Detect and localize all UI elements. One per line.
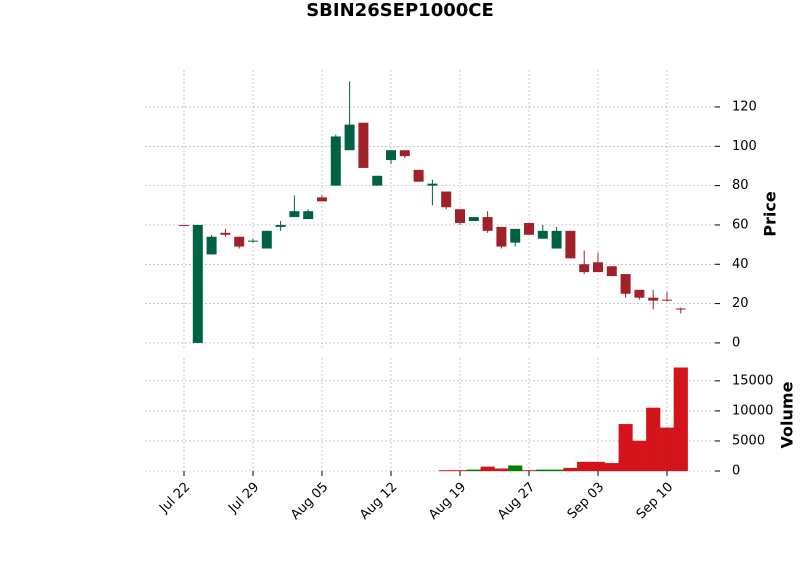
x-tick-label: Sep 10 (634, 480, 677, 523)
candle-body (648, 297, 659, 301)
candle-body (303, 211, 314, 220)
volume-bar (577, 461, 592, 472)
candle-body (579, 264, 590, 273)
y-axis-label: Price (761, 191, 780, 237)
volume-bar (480, 466, 495, 472)
candle-body (537, 230, 548, 239)
volume-bar (466, 469, 481, 472)
x-tick-label: Jul 22 (156, 480, 193, 517)
volume-bar (521, 470, 537, 472)
candle-body (220, 232, 231, 235)
volume-axis-label: Volume (778, 381, 797, 448)
volume-bar (659, 427, 675, 472)
chart-title: SBIN26SEP1000CE (306, 0, 494, 21)
candle-body (179, 224, 189, 226)
candle-body (455, 209, 465, 223)
volume-tick-label: 5000 (732, 433, 765, 448)
candle-body (317, 197, 327, 202)
x-tick-label: Aug 12 (357, 480, 400, 523)
volume-bar (452, 470, 468, 472)
candle-body (413, 169, 424, 182)
candle-body (524, 222, 534, 235)
y-tick-label: 60 (732, 217, 749, 232)
candle-body (565, 230, 576, 259)
volume-tick-label: 15000 (732, 373, 773, 388)
volume-bar (646, 407, 661, 472)
candle-body (510, 228, 521, 243)
y-tick-label: 100 (732, 139, 757, 154)
volume-tick-label: 0 (732, 464, 740, 479)
x-tick-label: Aug 19 (426, 480, 469, 523)
candle-body (662, 299, 672, 301)
candle-body (344, 124, 355, 151)
y-tick-label: 120 (732, 99, 757, 114)
y-tick-label: 80 (732, 178, 749, 193)
candle-body (675, 308, 686, 310)
y-tick-label: 0 (732, 335, 740, 350)
volume-bar (604, 463, 619, 472)
candle-body (289, 211, 300, 218)
candle-body (358, 122, 369, 168)
candle-body (206, 236, 217, 255)
y-tick-label: 40 (732, 257, 749, 272)
candle-body (234, 236, 245, 247)
candle-body (192, 224, 203, 343)
volume-bar (618, 423, 633, 472)
candle-body (551, 230, 562, 249)
volume-bar (632, 440, 647, 472)
x-tick-label: Jul 29 (225, 480, 262, 517)
candle-body (620, 274, 631, 294)
volume-bar (590, 461, 606, 472)
volume-bar (439, 470, 454, 472)
candle-body (634, 289, 645, 298)
candle-body (386, 150, 396, 161)
candle-body (468, 217, 479, 222)
x-tick-label: Sep 03 (565, 480, 608, 523)
x-tick-label: Aug 27 (495, 480, 538, 523)
volume-bar (494, 468, 509, 472)
candle-body (261, 230, 272, 249)
candle-body (593, 262, 603, 273)
volume-bar (563, 467, 578, 472)
candle-body (275, 224, 286, 227)
volume-bar (508, 465, 523, 472)
candle-body (399, 150, 410, 157)
volume-bar (673, 367, 688, 472)
candle-body (330, 136, 341, 186)
y-tick-label: 20 (732, 296, 749, 311)
volume-bar (549, 469, 564, 472)
x-tick-label: Aug 05 (288, 480, 331, 523)
volume-tick-label: 10000 (732, 403, 773, 418)
candle-body (372, 175, 383, 186)
candle-body (496, 226, 507, 247)
volume-bar (535, 469, 550, 472)
candle-body (248, 240, 258, 242)
candle-body (427, 183, 438, 186)
candle-body (606, 266, 617, 277)
candle-body (441, 191, 452, 208)
candle-body (482, 217, 493, 231)
